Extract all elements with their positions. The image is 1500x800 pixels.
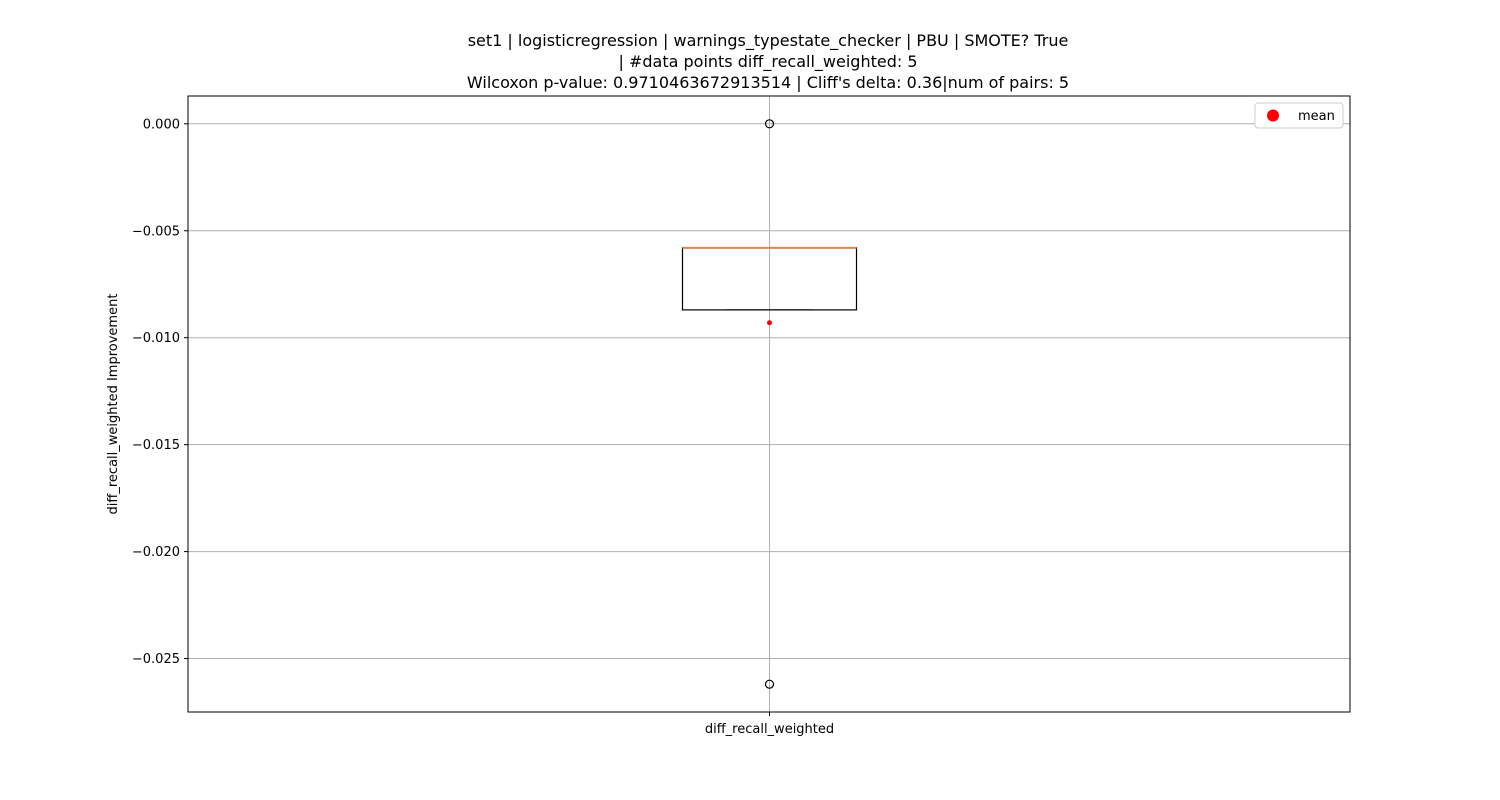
mean-point <box>767 320 772 326</box>
outlier-point <box>764 679 775 689</box>
legend-mean-marker <box>1267 109 1279 122</box>
x-tick-label: diff_recall_weighted <box>705 722 834 737</box>
y-tick-label: −0.015 <box>132 438 180 453</box>
legend: mean <box>1254 102 1344 129</box>
legend-entry-mean: mean <box>1298 109 1335 124</box>
title-line-1: set1 | logisticregression | warnings_typ… <box>468 31 1069 51</box>
y-tick-label: −0.025 <box>132 652 180 667</box>
y-axis-ticks: 0.000 −0.005 −0.010 −0.015 −0.020 −0.025 <box>132 117 188 667</box>
grid-lines <box>188 96 1350 712</box>
x-axis-ticks: diff_recall_weighted <box>705 712 834 737</box>
y-axis-label: diff_recall_weighted Improvement <box>106 294 121 515</box>
outlier-point <box>764 119 775 129</box>
y-tick-label: 0.000 <box>143 117 180 132</box>
box-series <box>681 119 858 689</box>
chart-title: set1 | logisticregression | warnings_typ… <box>467 31 1069 92</box>
y-tick-label: −0.010 <box>132 331 180 346</box>
title-line-3: Wilcoxon p-value: 0.9710463672913514 | C… <box>467 73 1069 92</box>
title-line-2: | #data points diff_recall_weighted: 5 <box>618 52 917 72</box>
y-tick-label: −0.020 <box>132 545 180 560</box>
y-tick-label: −0.005 <box>132 224 180 239</box>
legend-frame <box>1254 102 1344 129</box>
